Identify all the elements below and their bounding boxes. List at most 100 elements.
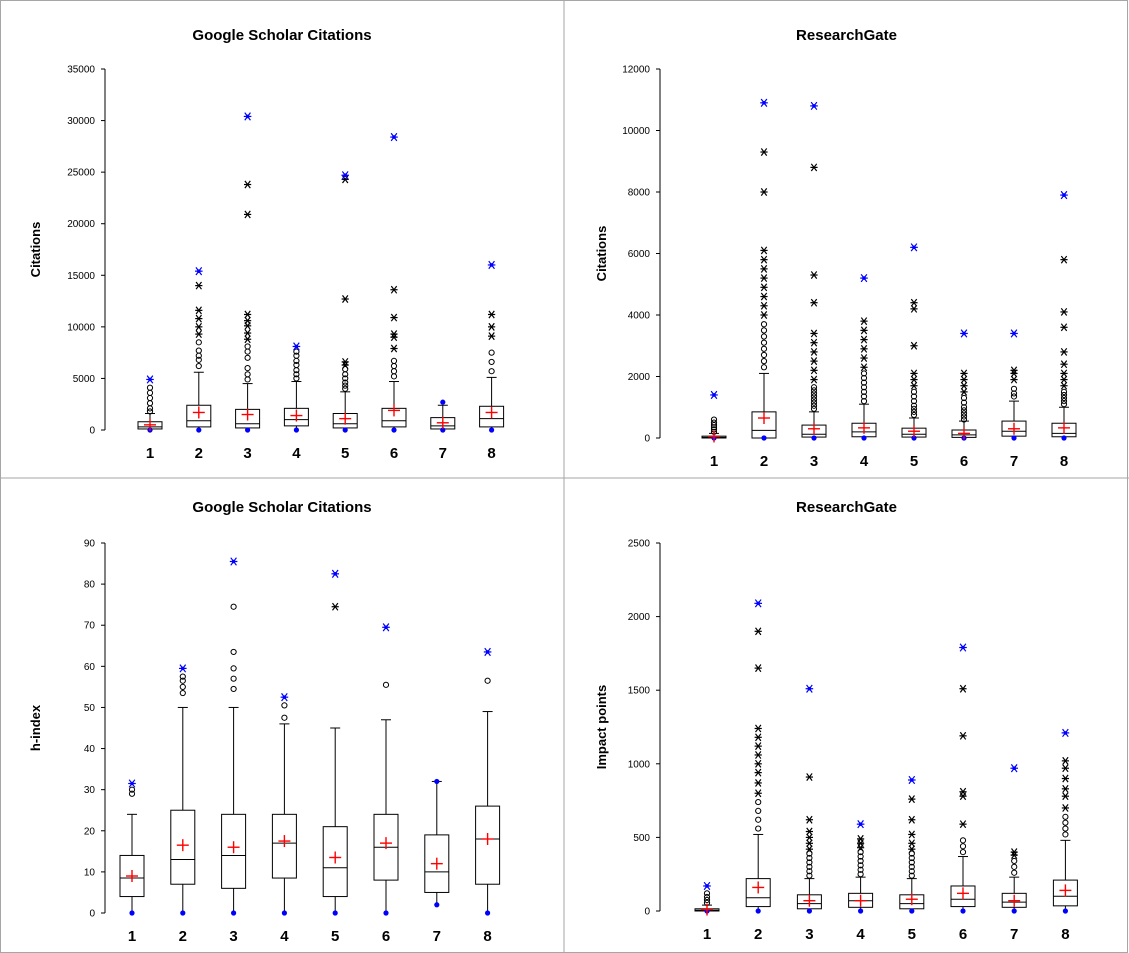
y-tick-label: 50 xyxy=(84,703,96,714)
extreme-point xyxy=(960,381,968,390)
chart-title: ResearchGate xyxy=(796,499,897,516)
y-axis-label: Impact points xyxy=(594,685,609,770)
outlier-point xyxy=(960,407,968,414)
max-marker-dot xyxy=(812,104,816,108)
outlier-point xyxy=(179,683,186,690)
max-marker-dot xyxy=(231,559,236,564)
extreme-point xyxy=(244,329,252,338)
box-5 xyxy=(899,775,925,914)
star-stroke xyxy=(1060,381,1068,390)
star-stroke xyxy=(810,298,818,307)
star-stroke xyxy=(908,845,915,854)
extreme-point xyxy=(910,369,918,378)
chart-title: Google Scholar Citations xyxy=(192,27,371,44)
box-4 xyxy=(271,693,297,916)
star-stroke xyxy=(810,271,818,279)
y-tick-label: 10 xyxy=(84,867,96,878)
chart-panel-3: Google Scholar Citations h-index 0 10 20 30 40… xyxy=(28,499,501,945)
max-marker-dot xyxy=(485,650,490,654)
star-stroke xyxy=(1010,369,1018,378)
star-stroke xyxy=(857,834,864,843)
max-marker-dot xyxy=(245,114,250,119)
box-5 xyxy=(332,171,358,433)
star-stroke xyxy=(390,285,398,294)
extreme-point xyxy=(810,298,818,307)
x-tick-label: 6 xyxy=(382,928,390,945)
star-stroke xyxy=(195,314,202,323)
max-marker xyxy=(434,778,440,785)
y-tick-label: 5000 xyxy=(73,374,96,385)
outlier-point xyxy=(293,352,300,359)
outlier-point xyxy=(146,408,154,415)
star-stroke xyxy=(1062,792,1069,801)
box-8 xyxy=(479,260,505,433)
y-tick-label: 12000 xyxy=(622,65,650,76)
y-tick-label: 10000 xyxy=(622,126,650,137)
y-tick-label: 25000 xyxy=(67,168,95,179)
chart-panel-4: ResearchGate Impact points 0 500 1000 1500 200… xyxy=(594,499,1078,943)
y-tick-label: 0 xyxy=(644,907,650,918)
extreme-point xyxy=(195,322,203,331)
outlier-point xyxy=(244,343,251,350)
star-stroke xyxy=(959,820,967,829)
y-tick-label: 1500 xyxy=(628,686,651,697)
star-stroke xyxy=(1010,375,1018,384)
min-marker xyxy=(434,902,440,908)
extreme-point xyxy=(244,310,252,319)
star-stroke xyxy=(755,664,762,673)
max-marker-dot xyxy=(962,331,966,336)
extreme-point xyxy=(331,602,339,611)
x-tick-label: 3 xyxy=(810,453,818,470)
extreme-point xyxy=(959,731,967,740)
outlier-point xyxy=(810,396,818,403)
star-stroke xyxy=(760,311,768,319)
outlier-point xyxy=(195,356,202,363)
x-tick-label: 8 xyxy=(483,928,491,945)
box-5 xyxy=(901,243,927,441)
outlier-point xyxy=(860,393,868,400)
star-stroke xyxy=(810,357,818,366)
extreme-point xyxy=(760,274,768,283)
extreme-point xyxy=(754,627,762,636)
outlier-point xyxy=(1011,857,1018,865)
outlier-point xyxy=(281,702,288,709)
extreme-point xyxy=(910,341,918,350)
outlier-point xyxy=(806,854,813,862)
min-marker xyxy=(755,908,761,914)
outlier-point xyxy=(390,362,398,370)
max-marker-dot xyxy=(384,625,388,630)
extreme-point xyxy=(1061,803,1069,812)
min-marker xyxy=(858,908,864,914)
extreme-point xyxy=(959,820,967,829)
y-tick-label: 8000 xyxy=(628,188,651,199)
outlier-point xyxy=(703,893,711,901)
x-tick-label: 5 xyxy=(341,445,349,462)
star-stroke xyxy=(806,833,813,842)
x-tick-label: 5 xyxy=(910,453,918,470)
star-stroke xyxy=(810,347,818,356)
outlier-point xyxy=(806,872,813,879)
outlier-point xyxy=(959,843,967,850)
star-stroke xyxy=(755,778,762,787)
outlier-point xyxy=(908,868,915,875)
max-marker-dot xyxy=(858,822,863,826)
y-axis-label: h-index xyxy=(28,704,43,751)
extreme-point xyxy=(1060,375,1068,384)
max-marker-dot xyxy=(910,778,914,782)
x-tick-label: 3 xyxy=(229,928,237,945)
x-tick-label: 7 xyxy=(433,928,441,945)
extreme-point xyxy=(908,845,916,854)
extreme-point xyxy=(908,839,916,848)
min-marker xyxy=(391,427,397,433)
outlier-point xyxy=(244,365,251,372)
extreme-point xyxy=(760,188,768,196)
max-marker-dot xyxy=(1012,331,1016,336)
outlier-point xyxy=(908,854,915,862)
extreme-point xyxy=(1060,369,1068,378)
star-stroke xyxy=(332,602,339,611)
extreme-point xyxy=(390,330,398,339)
min-marker xyxy=(196,427,202,433)
max-marker-dot xyxy=(392,135,396,139)
x-tick-label: 1 xyxy=(146,445,154,462)
star-stroke xyxy=(195,322,202,331)
